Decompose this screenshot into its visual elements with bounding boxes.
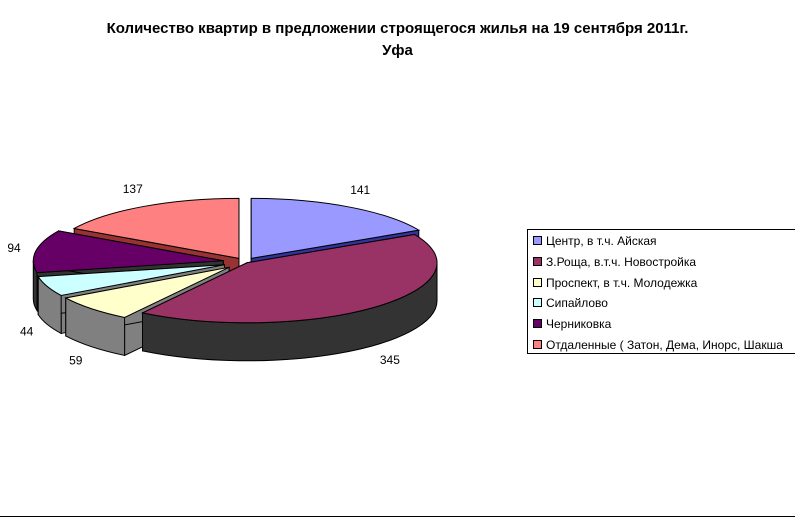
- legend-swatch: [533, 319, 542, 329]
- legend-label: Отдаленные ( Затон, Дема, Инорс, Шакша: [546, 338, 783, 352]
- legend-item: Отдаленные ( Затон, Дема, Инорс, Шакша: [533, 335, 783, 353]
- chart-subtitle: Уфа: [382, 42, 413, 59]
- pie-slice-1: [250, 197, 421, 259]
- legend-item: Проспект, в т.ч. Молодежка: [533, 273, 697, 293]
- legend-swatch: [533, 340, 542, 349]
- pie-slice-3: [64, 266, 230, 318]
- pie-slice-6: [72, 197, 240, 259]
- legend-label: Центр, в т.ч. Айская: [546, 234, 657, 248]
- pie-slice-2: [140, 233, 438, 324]
- pie-slice-5: [32, 230, 224, 274]
- data-label: 94: [7, 241, 21, 255]
- data-label: 141: [350, 183, 370, 197]
- legend-item: Сипайлово: [533, 293, 608, 313]
- chart-legend: Центр, в т.ч. Айская З.Роща, в.т.ч. Новос…: [527, 229, 795, 354]
- legend-item: Центр, в т.ч. Айская: [533, 231, 657, 251]
- legend-swatch: [533, 298, 542, 308]
- data-label: 59: [69, 354, 83, 368]
- legend-label: Сипайлово: [546, 296, 608, 311]
- data-label: 137: [123, 182, 143, 196]
- legend-item: Черниковка: [533, 314, 611, 334]
- chart-title: Количество квартир в предложении строяще…: [0, 18, 795, 62]
- pie-tops: [32, 197, 438, 324]
- legend-label: Черниковка: [546, 317, 612, 332]
- legend-label: З.Роща, в.т.ч. Новостройка: [546, 254, 697, 269]
- legend-swatch: [533, 236, 542, 245]
- legend-item: З.Роща, в.т.ч. Новостройка: [533, 252, 696, 272]
- pie-labels: 141 345 59 44 94 137: [7, 182, 400, 367]
- legend-swatch: [533, 277, 542, 287]
- data-label: 345: [380, 353, 400, 367]
- data-label: 44: [20, 325, 34, 339]
- pie-slice-4: [37, 264, 225, 296]
- chart-title-line: Количество квартир в предложении строяще…: [106, 20, 689, 37]
- legend-label: Проспект, в т.ч. Молодежка: [546, 275, 698, 290]
- legend-swatch: [533, 256, 542, 266]
